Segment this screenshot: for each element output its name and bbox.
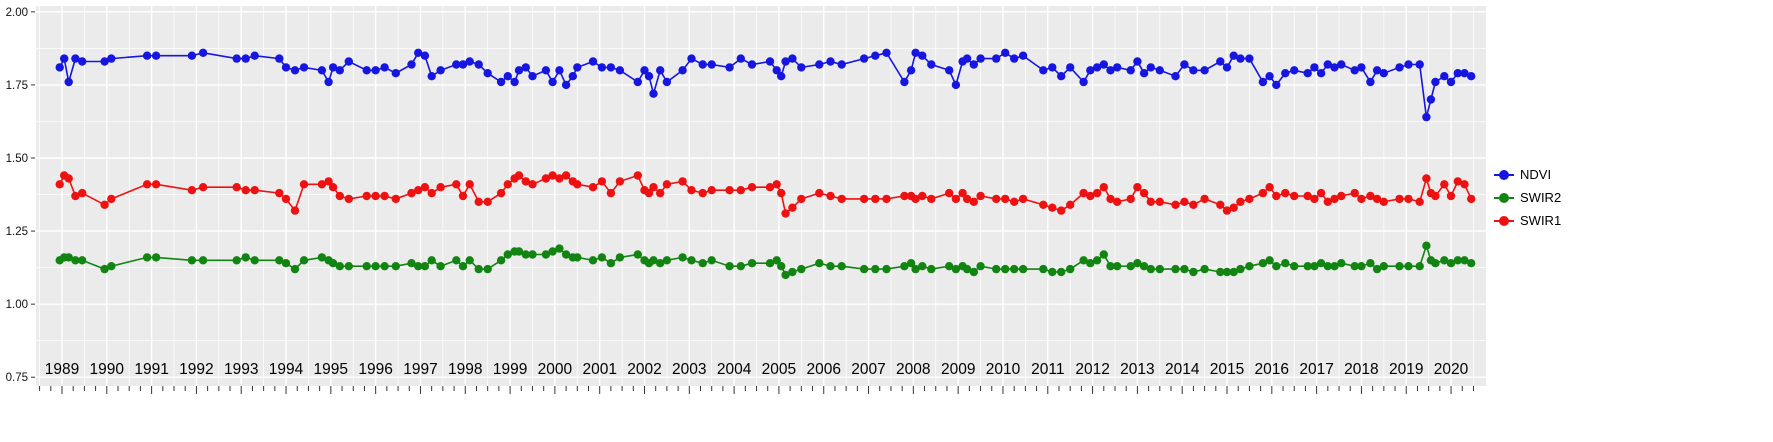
legend-item-swir1: SWIR1 <box>1494 209 1561 232</box>
x-tick-label: 2004 <box>717 361 752 378</box>
y-tick-label: 2.00 <box>6 7 28 19</box>
x-tick-label: 2000 <box>538 361 573 378</box>
series-SWIR2 <box>55 241 1476 280</box>
y-tick-label: 1.75 <box>6 80 28 92</box>
series-NDVI <box>55 48 1476 122</box>
x-tick-label: 2015 <box>1210 361 1244 378</box>
y-tick-label: 1.00 <box>6 299 28 311</box>
x-tick-label: 2020 <box>1434 361 1469 378</box>
x-tick-label: 1993 <box>224 361 258 378</box>
x-tick-label: 1997 <box>403 361 437 378</box>
x-tick-label: 2009 <box>941 361 975 378</box>
x-tick-label: 1999 <box>493 361 527 378</box>
legend-item-swir2: SWIR2 <box>1494 186 1561 209</box>
axis-ticks <box>31 11 1474 394</box>
x-tick-label: 2001 <box>582 361 616 378</box>
x-tick-label: 1990 <box>90 361 125 378</box>
x-tick-label: 2008 <box>896 361 930 378</box>
y-tick-label: 0.75 <box>6 372 28 384</box>
legend-item-ndvi: NDVI <box>1494 163 1561 186</box>
y-axis-labels: 2.00 1.75 1.50 1.25 1.00 0.75 <box>6 7 28 384</box>
x-tick-label: 1994 <box>269 361 304 378</box>
x-tick-label: 1991 <box>134 361 168 378</box>
x-tick-label: 2019 <box>1389 361 1423 378</box>
x-tick-label: 2012 <box>1075 361 1109 378</box>
x-tick-label: 2005 <box>762 361 796 378</box>
x-tick-label: 2013 <box>1120 361 1154 378</box>
legend: NDVI SWIR2 SWIR1 <box>1494 163 1561 232</box>
x-tick-label: 2010 <box>986 361 1021 378</box>
legend-label-ndvi: NDVI <box>1520 167 1552 182</box>
series-SWIR1 <box>55 171 1476 218</box>
x-tick-label: 1996 <box>358 361 392 378</box>
legend-label-swir2: SWIR2 <box>1520 190 1562 205</box>
x-tick-label: 2007 <box>851 361 885 378</box>
x-tick-label: 2011 <box>1031 361 1064 378</box>
x-tick-label: 2018 <box>1344 361 1378 378</box>
x-tick-label: 2017 <box>1299 361 1333 378</box>
x-tick-label: 1998 <box>448 361 482 378</box>
x-tick-label: 1995 <box>314 361 348 378</box>
x-tick-label: 2002 <box>627 361 661 378</box>
y-tick-label: 1.50 <box>6 153 28 165</box>
swir1-point-icon <box>1494 214 1514 228</box>
x-tick-label: 2016 <box>1255 361 1289 378</box>
swir2-point-icon <box>1494 191 1514 205</box>
x-axis-labels: 1989 1990 1991 1992 1993 1994 1995 1996 1997 1998… <box>45 361 1469 378</box>
x-tick-label: 1992 <box>179 361 213 378</box>
x-tick-label: 1989 <box>45 361 79 378</box>
x-tick-label: 2014 <box>1165 361 1200 378</box>
ndvi-point-icon <box>1494 168 1514 182</box>
x-tick-label: 2006 <box>806 361 840 378</box>
legend-label-swir1: SWIR1 <box>1520 213 1562 228</box>
x-tick-label: 2003 <box>672 361 706 378</box>
y-tick-label: 1.25 <box>6 226 28 238</box>
